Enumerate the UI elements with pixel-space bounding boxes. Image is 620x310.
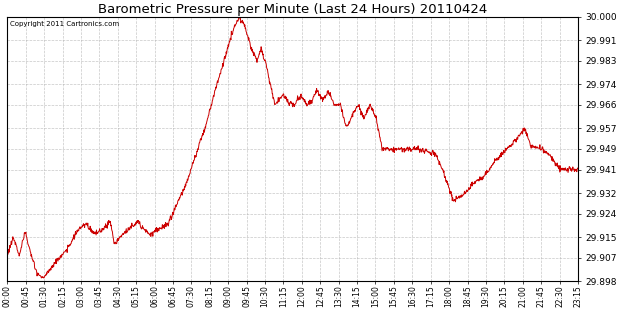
Title: Barometric Pressure per Minute (Last 24 Hours) 20110424: Barometric Pressure per Minute (Last 24 … [98, 3, 487, 16]
Text: Copyright 2011 Cartronics.com: Copyright 2011 Cartronics.com [10, 21, 119, 27]
